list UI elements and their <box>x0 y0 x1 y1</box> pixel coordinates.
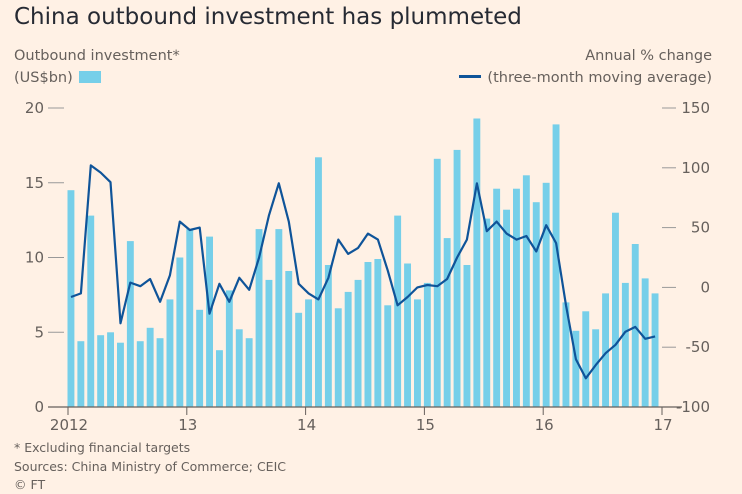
right-tick-label: 100 <box>681 159 710 177</box>
investment-bar <box>443 238 451 407</box>
investment-bar <box>245 338 253 407</box>
investment-bar <box>384 305 392 407</box>
x-tick-label: 16 <box>535 416 554 434</box>
investment-bar <box>582 311 590 407</box>
investment-bar <box>344 291 352 407</box>
investment-bar <box>483 218 491 407</box>
moving-average-line <box>70 164 656 380</box>
right-tick-label: 50 <box>691 219 710 237</box>
investment-bar <box>542 182 550 408</box>
x-tick-label: 13 <box>178 416 197 434</box>
line-legend-swatch <box>459 75 482 78</box>
investment-bar <box>354 279 362 407</box>
left-axis-units-text: (US$bn) <box>14 70 73 86</box>
investment-bar <box>374 259 382 407</box>
left-tick-label: 20 <box>25 99 44 117</box>
investment-bar <box>315 157 322 407</box>
left-tick-label: 0 <box>34 398 44 416</box>
investment-bar <box>107 332 114 408</box>
investment-bar <box>572 330 580 407</box>
chart-title: China outbound investment has plummeted <box>14 4 522 30</box>
left-tick-label: 15 <box>25 174 44 192</box>
investment-bar <box>631 244 639 407</box>
investment-bar <box>433 158 441 407</box>
footnote: * Excluding financial targets <box>14 440 191 455</box>
left-tick-label: 10 <box>25 249 44 267</box>
investment-bar <box>503 209 510 407</box>
investment-bar <box>186 229 194 407</box>
investment-bar <box>522 175 530 407</box>
investment-bar <box>176 257 184 407</box>
left-axis-title: Outbound investment* <box>14 48 180 64</box>
line-legend: (three-month moving average) <box>459 70 712 86</box>
investment-bar <box>334 308 342 407</box>
investment-bar <box>206 236 213 407</box>
investment-bar <box>77 341 85 407</box>
bar-legend-swatch <box>78 71 101 83</box>
right-tick-label: -50 <box>686 338 711 356</box>
investment-bar <box>136 341 144 407</box>
investment-bar <box>532 202 540 407</box>
investment-bar <box>235 329 243 407</box>
investment-bar <box>364 262 372 407</box>
investment-bar <box>592 329 600 407</box>
investment-bar <box>97 335 105 407</box>
investment-bar <box>156 338 164 407</box>
investment-bar <box>324 265 332 407</box>
sources-note: Sources: China Ministry of Commerce; CEI… <box>14 459 286 474</box>
investment-bar <box>87 215 95 407</box>
right-tick-label: -100 <box>676 398 710 416</box>
investment-bar <box>305 299 312 407</box>
copyright-note: © FT <box>14 477 46 492</box>
investment-bar <box>612 212 619 407</box>
investment-bar <box>562 302 570 407</box>
investment-bar <box>473 118 481 407</box>
investment-bar <box>126 241 134 407</box>
x-tick-label: 17 <box>653 416 672 434</box>
investment-bar <box>255 229 263 407</box>
investment-bar <box>453 149 461 407</box>
investment-bar <box>196 309 204 407</box>
investment-bar <box>275 229 283 407</box>
investment-bar <box>513 188 520 407</box>
investment-bar <box>423 282 431 407</box>
right-tick-label: 0 <box>700 278 710 296</box>
left-axis-units: (US$bn) <box>14 70 101 86</box>
investment-bar <box>651 293 659 407</box>
investment-bar <box>493 188 501 407</box>
left-tick-label: 5 <box>34 323 44 341</box>
investment-bar <box>621 282 629 407</box>
x-tick-label: 15 <box>416 416 435 434</box>
right-axis-title: Annual % change <box>585 48 712 64</box>
investment-bar <box>216 350 223 407</box>
investment-bar <box>602 293 609 407</box>
investment-bar <box>265 279 273 407</box>
investment-bar <box>225 290 233 407</box>
investment-bar <box>285 271 293 407</box>
investment-bar <box>295 312 303 407</box>
investment-bar <box>166 299 174 407</box>
x-tick-label: 14 <box>297 416 316 434</box>
investment-bar <box>404 263 411 407</box>
x-tick-label: 2012 <box>50 416 88 434</box>
investment-bar <box>641 278 649 407</box>
investment-bar <box>146 327 154 407</box>
investment-bar <box>394 215 402 407</box>
investment-bar <box>117 342 124 407</box>
investment-bar <box>67 190 75 407</box>
line-legend-label: three-month moving average <box>493 70 707 86</box>
investment-bar <box>414 299 421 407</box>
investment-bar <box>552 124 560 408</box>
investment-bar <box>463 265 471 407</box>
right-tick-label: 150 <box>681 99 710 117</box>
